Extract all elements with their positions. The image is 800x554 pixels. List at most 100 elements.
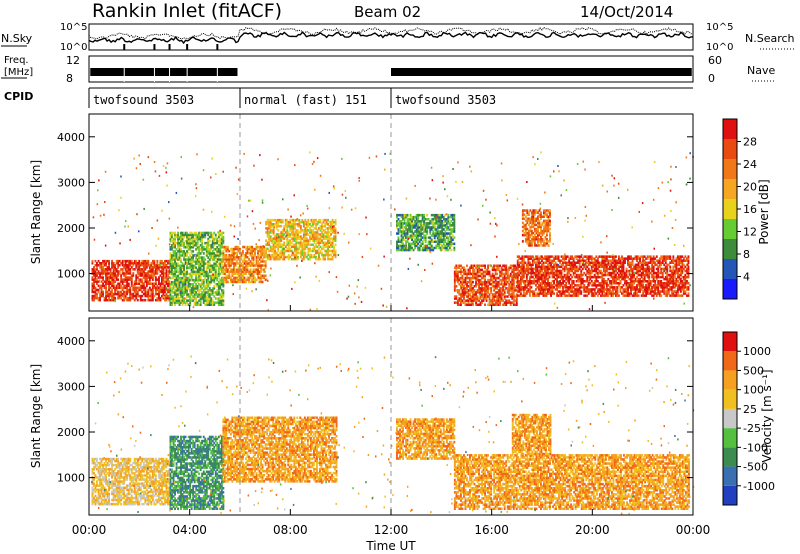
heatmap-cell (219, 283, 222, 286)
heatmap-cell (426, 248, 429, 252)
heatmap-cell (331, 257, 334, 261)
heatmap-cell (228, 262, 231, 265)
heatmap-cell (448, 215, 451, 219)
heatmap-cell (248, 278, 250, 282)
heatmap-cell (417, 224, 420, 227)
heatmap-cell (172, 299, 175, 302)
heatmap-cell (284, 235, 287, 238)
heatmap-cell (103, 259, 106, 263)
heatmap-cell (435, 228, 438, 231)
heatmap-cell (430, 220, 433, 223)
heatmap-cell (225, 268, 228, 271)
heatmap-cell (186, 237, 188, 241)
heatmap-cell (272, 249, 275, 253)
heatmap-cell (169, 270, 172, 274)
heatmap-cell (417, 213, 420, 217)
heatmap-cell (296, 235, 299, 238)
heatmap-cell (180, 289, 182, 292)
heatmap-cell (211, 246, 214, 249)
heatmap-cell (234, 272, 237, 275)
heatmap-cell (260, 249, 262, 253)
heatmap-cell (210, 252, 213, 255)
heatmap-cell (283, 227, 286, 230)
heatmap-cell (302, 225, 305, 228)
heatmap-cell (186, 264, 188, 267)
heatmap-cell (171, 260, 173, 263)
heatmap-cell (293, 243, 296, 246)
heatmap-cell (441, 213, 444, 217)
heatmap-cell (196, 252, 199, 255)
heatmap-cell (251, 245, 253, 249)
heatmap-cell (187, 278, 190, 282)
heatmap-cell (226, 276, 229, 280)
heatmap-cell (207, 237, 210, 241)
heatmap-cell (174, 299, 176, 302)
heatmap-cell (175, 268, 178, 272)
heatmap-cell (435, 240, 438, 243)
heatmap-cell (177, 250, 179, 253)
heatmap-cell (204, 291, 207, 294)
heatmap-cell (198, 231, 201, 235)
heatmap-cell (189, 278, 192, 282)
heatmap-cell (180, 272, 182, 276)
heatmap-cell (272, 251, 275, 255)
heatmap-cell (246, 268, 249, 271)
heatmap-cell (438, 224, 441, 227)
heatmap-cell (96, 278, 98, 281)
heatmap-cell (430, 246, 433, 250)
heatmap-cell (448, 238, 451, 241)
heatmap-cell (406, 213, 409, 217)
heatmap-cell (396, 222, 398, 225)
heatmap-cell (328, 249, 331, 253)
heatmap-cell (141, 264, 144, 267)
heatmap-cell (265, 239, 268, 242)
heatmap-cell (144, 294, 147, 298)
heatmap-cell (168, 298, 171, 302)
heatmap-cell (214, 274, 217, 278)
heatmap-cell (435, 246, 438, 250)
heatmap-cell (421, 248, 424, 252)
heatmap-cell (252, 264, 255, 267)
nsearch-tick-low: 10^0 (706, 42, 733, 53)
heatmap-cell (287, 239, 290, 242)
heatmap-cell (456, 303, 459, 306)
heatmap-cell (220, 266, 223, 269)
heatmap-cell (135, 290, 138, 294)
heatmap-cell (174, 246, 176, 249)
heatmap-cell (325, 227, 328, 230)
heatmap-cell (151, 288, 154, 292)
heatmap-cell (171, 272, 173, 276)
heatmap-cell (233, 254, 235, 257)
freq-block-1 (391, 68, 692, 76)
heatmap-cell (93, 282, 95, 285)
heatmap-cell (144, 278, 147, 281)
heatmap-cell (139, 268, 142, 271)
heatmap-cell (195, 260, 198, 263)
heatmap-cell (249, 249, 252, 253)
heatmap-cell (304, 253, 307, 257)
heatmap-cell (327, 239, 329, 242)
heatmap-cell (310, 243, 313, 246)
heatmap-cell (192, 254, 195, 257)
heatmap-cell (278, 257, 281, 261)
heatmap-cell (126, 264, 129, 267)
heatmap-cell (167, 276, 169, 279)
heatmap-cell (448, 240, 451, 243)
heatmap-cell (108, 259, 110, 263)
heatmap-cell (117, 278, 120, 281)
heatmap-cell (325, 237, 328, 240)
heatmap-cell (414, 222, 417, 225)
heatmap-cell (217, 291, 220, 294)
heatmap-cell (181, 303, 184, 306)
heatmap-cell (164, 296, 166, 300)
heatmap-cell (295, 239, 298, 242)
heatmap-cell (142, 270, 145, 273)
heatmap-cell (145, 284, 148, 288)
heatmap-cell (231, 254, 234, 257)
heatmap-cell (325, 220, 328, 224)
heatmap-cell (424, 248, 427, 252)
heatmap-cell (302, 245, 305, 249)
heatmap-cell (444, 218, 447, 221)
heatmap-cell (193, 272, 196, 276)
